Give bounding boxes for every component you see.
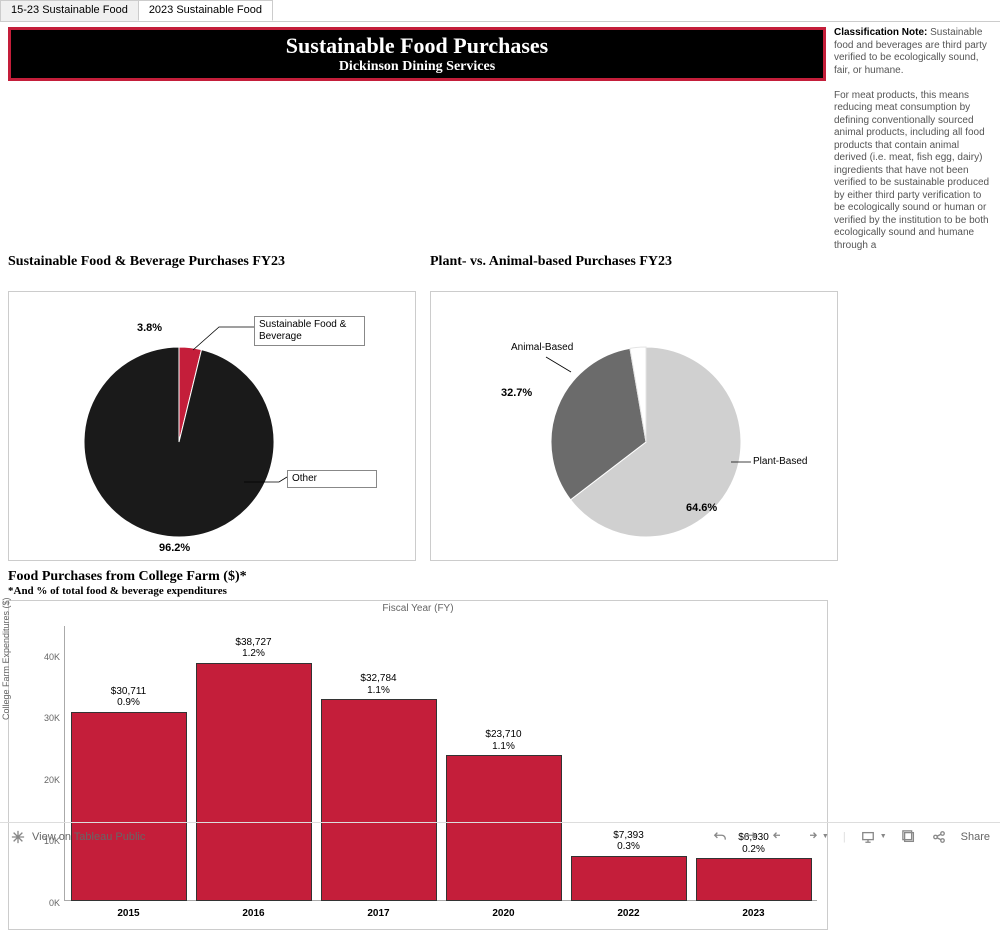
pie2-label-plant: Plant-Based — [753, 456, 807, 467]
pie-row: Sustainable Food & Beverage Purchases FY… — [8, 254, 992, 561]
bar-ytick: 30K — [34, 713, 60, 723]
bar-y-label: College Farm Expenditures ($) — [1, 597, 11, 720]
bar-x-label: 2015 — [66, 908, 191, 919]
bar-top-label: Fiscal Year (FY) — [9, 601, 827, 614]
page-title: Sustainable Food Purchases — [11, 33, 823, 59]
pie2-chart[interactable]: 64.6% Plant-Based 32.7% Animal-Based — [430, 291, 838, 561]
bar-x-label: 2023 — [691, 908, 816, 919]
pie1-chart[interactable]: 3.8% Sustainable Food &Beverage Other 96.2% — [8, 291, 416, 561]
bar-x-label: 2022 — [566, 908, 691, 919]
pie1-pct-other: 96.2% — [159, 542, 190, 554]
share-icon[interactable] — [931, 829, 947, 845]
tableau-icon — [10, 829, 26, 845]
bar-section: Food Purchases from College Farm ($)* *A… — [8, 569, 992, 930]
pie1-label-sustainable: Sustainable Food &Beverage — [254, 316, 365, 346]
view-label: View on Tableau Public — [32, 831, 145, 843]
bar-x-label: 2017 — [316, 908, 441, 919]
bar-chart[interactable]: Fiscal Year (FY) College Farm Expenditur… — [8, 600, 828, 930]
share-label[interactable]: Share — [961, 831, 990, 843]
note-p2: For meat products, this means reducing m… — [834, 90, 989, 251]
bar-2016[interactable] — [196, 663, 312, 901]
bar-2022[interactable] — [571, 856, 687, 902]
note-heading: Classification Note: — [834, 27, 927, 38]
bar-ytick: 0K — [34, 898, 60, 908]
pie1-pct-sustainable: 3.8% — [137, 322, 162, 334]
refresh-icon[interactable] — [802, 829, 818, 845]
bar-2017[interactable] — [321, 699, 437, 901]
header-row: Sustainable Food Purchases Dickinson Din… — [8, 27, 992, 252]
bar-ytick: 40K — [34, 652, 60, 662]
bar-x-label: 2020 — [441, 908, 566, 919]
download-icon[interactable] — [901, 829, 917, 845]
undo-icon[interactable] — [712, 829, 728, 845]
tab-15-23[interactable]: 15-23 Sustainable Food — [0, 0, 139, 21]
bar-2023[interactable] — [696, 858, 812, 901]
chevron-down-icon[interactable]: ▼ — [880, 833, 887, 840]
page-subtitle: Dickinson Dining Services — [11, 59, 823, 75]
pie2-label-animal: Animal-Based — [511, 342, 573, 353]
bar-value-label: $38,7271.2% — [191, 637, 316, 660]
bar-value-label: $23,7101.1% — [441, 729, 566, 752]
pie1-label-other: Other — [287, 470, 377, 488]
presentation-icon[interactable] — [860, 829, 876, 845]
view-on-public-link[interactable]: View on Tableau Public — [10, 829, 145, 845]
bar-title: Food Purchases from College Farm ($)* — [8, 569, 992, 585]
bar-value-label: $30,7110.9% — [66, 686, 191, 709]
pie2-pct-plant: 64.6% — [686, 502, 717, 514]
pie1-title: Sustainable Food & Beverage Purchases FY… — [8, 254, 416, 288]
bar-ytick: 20K — [34, 775, 60, 785]
revert-icon[interactable] — [772, 829, 788, 845]
bar-2015[interactable] — [71, 712, 187, 901]
title-banner: Sustainable Food Purchases Dickinson Din… — [8, 27, 826, 81]
tab-2023[interactable]: 2023 Sustainable Food — [138, 0, 273, 21]
bar-subtitle: *And % of total food & beverage expendit… — [8, 585, 992, 597]
redo-icon[interactable] — [742, 829, 758, 845]
bar-value-label: $32,7841.1% — [316, 673, 441, 696]
footer-toolbar: View on Tableau Public ▼ | ▼ Share — [0, 822, 1000, 850]
pie2-pct-animal: 32.7% — [501, 387, 532, 399]
pie2-title: Plant- vs. Animal-based Purchases FY23 — [430, 254, 838, 288]
classification-note: Classification Note: Sustainable food an… — [826, 27, 992, 252]
tab-bar: 15-23 Sustainable Food 2023 Sustainable … — [0, 0, 1000, 22]
bar-x-label: 2016 — [191, 908, 316, 919]
chevron-down-icon[interactable]: ▼ — [822, 833, 829, 840]
